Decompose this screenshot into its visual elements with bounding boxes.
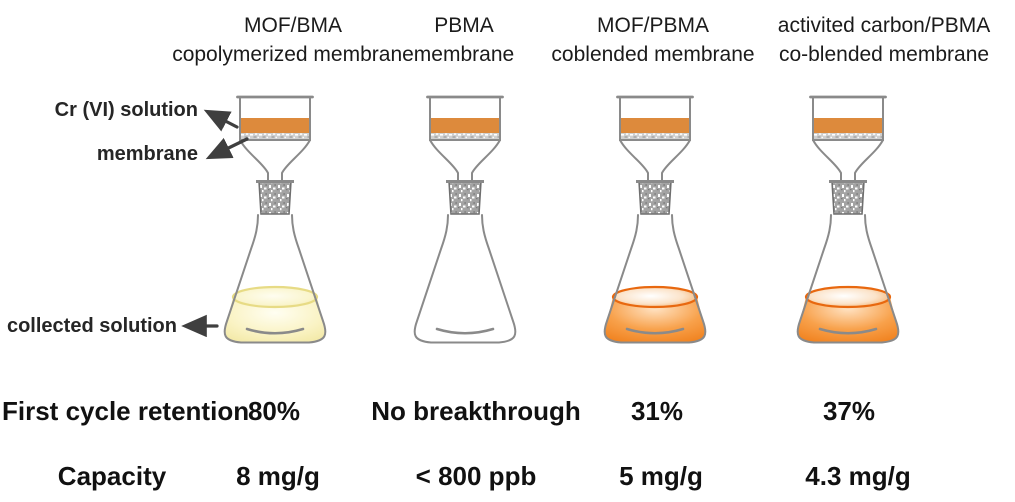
row-label-capacity: Capacity: [57, 461, 167, 491]
column-title-activated-carbon-pbma: activited carbon/PBMA co-blended membran…: [778, 11, 990, 69]
row-label-first-cycle-retention: First cycle retention: [2, 396, 250, 426]
column-title-mof-bma: MOF/BMA copolymerized membrane: [172, 11, 414, 69]
label-membrane: membrane: [96, 143, 198, 165]
column-title-line2: copolymerized membrane: [172, 43, 414, 66]
filtration-unit-1: [223, 95, 327, 344]
column-title-line1: MOF/BMA: [243, 14, 342, 37]
label-collected-solution: collected solution: [6, 315, 177, 337]
column-title-mof-pbma: MOF/PBMA coblended membrane: [551, 11, 754, 69]
capacity-value-2: < 800 ppb: [415, 461, 537, 491]
capacity-value-3: 5 mg/g: [619, 461, 703, 491]
label-cr-solution: Cr (VI) solution: [54, 99, 198, 121]
column-title-line2: membrane: [413, 43, 515, 66]
capacity-value-4: 4.3 mg/g: [805, 461, 911, 491]
column-title-line2: coblended membrane: [551, 43, 755, 66]
retention-value-1: 80%: [247, 396, 301, 426]
retention-value-2: No breakthrough: [371, 396, 581, 426]
column-title-pbma: PBMA membrane: [414, 11, 514, 69]
filtration-unit-4: [796, 95, 900, 344]
retention-value-3: 31%: [630, 396, 684, 426]
filtration-unit-3: [603, 95, 707, 344]
capacity-value-1: 8 mg/g: [236, 461, 320, 491]
filtration-unit-2: [413, 95, 517, 344]
retention-value-4: 37%: [822, 396, 876, 426]
column-title-line1: activited carbon/PBMA: [777, 14, 991, 37]
column-title-line1: PBMA: [434, 14, 494, 37]
column-title-line1: MOF/PBMA: [596, 14, 710, 37]
column-title-line2: co-blended membrane: [778, 43, 990, 66]
